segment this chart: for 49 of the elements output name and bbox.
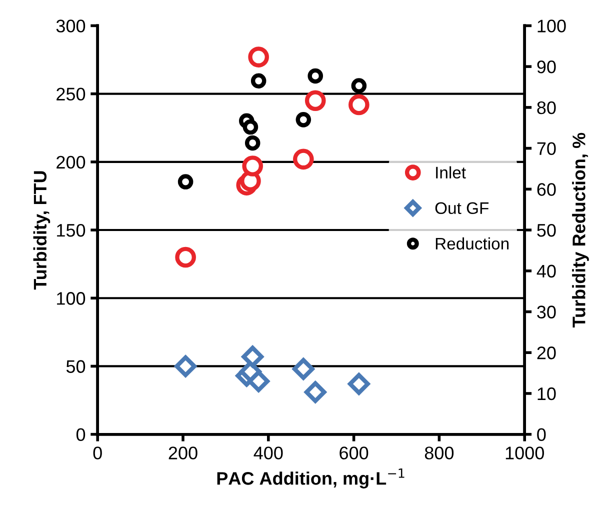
x-tick-label: 1000 — [506, 446, 544, 460]
x-tick-label: 800 — [424, 446, 454, 460]
point — [248, 46, 269, 68]
y2-tick-label: 70 — [537, 142, 556, 156]
y-tick-label: 150 — [57, 224, 86, 237]
y2-tick-label: 50 — [537, 224, 556, 237]
point — [351, 78, 367, 94]
y-tick-label: 250 — [56, 88, 86, 101]
y-tick-label: 100 — [57, 292, 86, 305]
y2-axis-title: Turbidity Reduction, % — [572, 132, 589, 328]
point — [175, 246, 196, 268]
point — [242, 346, 264, 368]
point — [292, 148, 314, 170]
x-tick-label: 0 — [93, 446, 102, 460]
point — [178, 174, 194, 190]
y2-tick-label: 10 — [538, 387, 556, 400]
x-tick-label: 600 — [340, 446, 368, 460]
point — [248, 370, 270, 392]
y2-tick-label: 60 — [537, 183, 556, 196]
y2-tick-label: 30 — [537, 306, 556, 318]
point — [174, 355, 196, 378]
y2-tick-label: 0 — [537, 428, 546, 442]
y-tick-label: 50 — [66, 360, 86, 373]
x-tick-label: 200 — [168, 446, 198, 460]
point — [348, 373, 370, 395]
point — [242, 156, 264, 176]
y2-tick-label: 80 — [537, 101, 556, 114]
y2-tick-label: 40 — [536, 264, 556, 278]
y-tick-label: 0 — [76, 428, 86, 442]
point — [292, 358, 314, 380]
y2-tick-label: 20 — [537, 346, 556, 360]
point — [304, 381, 326, 404]
point — [308, 68, 324, 84]
y2-tick-label: 100 — [538, 20, 566, 32]
point — [348, 94, 370, 116]
y-axis-title: Turbidity, FTU — [33, 171, 50, 290]
legend-label: Inlet — [436, 166, 466, 179]
x-axis-title: PAC Addition, mg·L$^{−1}$ — [217, 468, 404, 488]
legend-label: Out GF — [435, 202, 489, 214]
y2-tick-label: 90 — [537, 60, 556, 74]
legend-label: Reduction — [436, 237, 509, 250]
point — [244, 135, 260, 151]
y-tick-label: 300 — [56, 20, 86, 32]
point — [296, 112, 312, 128]
x-tick-label: 400 — [254, 446, 283, 460]
point — [304, 90, 326, 112]
y-tick-label: 200 — [56, 156, 86, 169]
point — [250, 73, 266, 89]
point — [242, 119, 258, 135]
